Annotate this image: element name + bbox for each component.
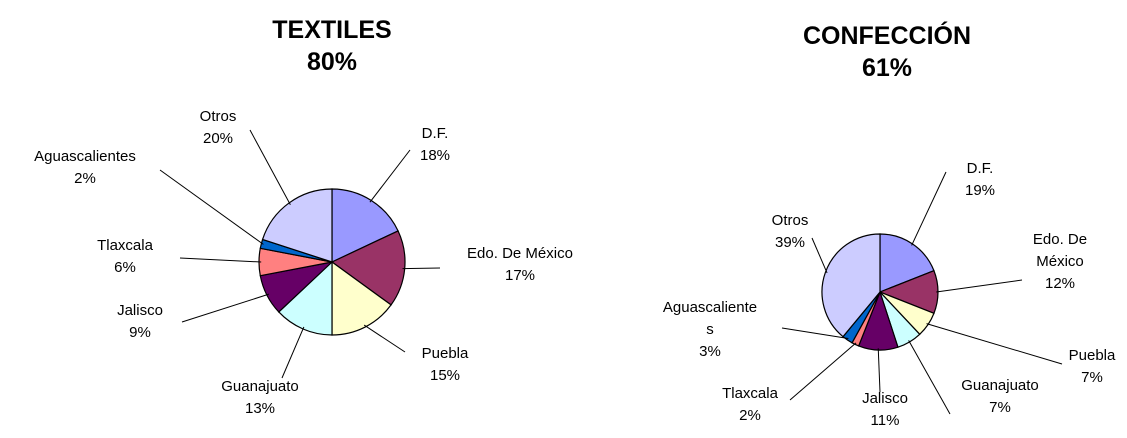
- value-label: 39%: [774, 234, 806, 251]
- slice-label: Jalisco 11%: [862, 388, 908, 432]
- leader-line: [369, 149, 411, 203]
- category-name: Guanajuato: [961, 377, 1039, 394]
- leader-line: [781, 327, 849, 340]
- leader-line: [789, 342, 857, 401]
- pie-slice: [821, 233, 881, 338]
- value-label: 6%: [114, 259, 136, 276]
- slice-label: Otros 39%: [772, 210, 809, 254]
- value-label: 7%: [1081, 369, 1103, 386]
- value-label: 7%: [989, 399, 1011, 416]
- category-name: Guanajuato: [221, 378, 299, 395]
- title-text: TEXTILES: [272, 16, 392, 44]
- chart-title: CONFECCIÓN 61%: [737, 20, 1037, 84]
- value-label: 17%: [504, 267, 536, 284]
- category-name: Puebla: [421, 345, 469, 362]
- slice-label: Tlaxcala 2%: [722, 383, 778, 427]
- leader-line: [181, 293, 270, 323]
- category-name: Tlaxcala: [722, 385, 778, 402]
- value-label: 11%: [870, 412, 900, 429]
- category-name: Edo. De México: [1032, 231, 1088, 270]
- slice-label: Aguascalientes 2%: [34, 146, 136, 190]
- slice-label: Guanajuato 7%: [961, 375, 1039, 419]
- slice-label: D.F. 18%: [420, 123, 450, 167]
- leader-line: [911, 171, 947, 246]
- subtitle-text: 80%: [306, 48, 358, 76]
- slice-label: Guanajuato 13%: [221, 376, 299, 420]
- value-label: 15%: [429, 367, 461, 384]
- value-label: 19%: [964, 182, 996, 199]
- category-name: Edo. De México: [467, 245, 573, 262]
- category-name: Puebla: [1068, 347, 1116, 364]
- category-name: Otros: [199, 108, 237, 125]
- slice-label: Puebla 7%: [1069, 345, 1116, 389]
- chart-title: TEXTILES 80%: [182, 14, 482, 78]
- slice-label: Edo. De México 12%: [1020, 229, 1100, 295]
- category-name: Aguascalientes: [34, 148, 136, 165]
- value-label: 2%: [74, 170, 96, 187]
- value-label: 20%: [202, 130, 234, 147]
- subtitle-text: 61%: [861, 54, 913, 82]
- category-name: D.F.: [421, 125, 449, 142]
- slice-label: Aguascalientes 3%: [660, 297, 760, 363]
- value-label: 12%: [1044, 275, 1076, 292]
- slice-label: Jalisco 9%: [117, 300, 163, 344]
- value-label: 2%: [739, 407, 761, 424]
- leader-line: [936, 279, 1023, 293]
- value-label: 3%: [699, 343, 721, 360]
- leader-line: [402, 267, 441, 270]
- leader-line: [877, 348, 881, 393]
- category-name: Jalisco: [862, 390, 908, 407]
- leader-line: [908, 340, 951, 415]
- category-name: Jalisco: [117, 302, 163, 319]
- leader-line: [179, 257, 262, 263]
- value-label: 18%: [419, 147, 451, 164]
- category-name: Tlaxcala: [97, 237, 153, 254]
- category-name: Otros: [771, 212, 809, 229]
- value-label: 9%: [129, 324, 151, 341]
- leader-line: [249, 129, 291, 205]
- pie-slice: [331, 260, 392, 336]
- slice-label: Edo. De México 17%: [467, 243, 573, 287]
- leader-line: [363, 324, 406, 353]
- category-name: Aguascalientes: [662, 299, 758, 338]
- leader-line: [159, 169, 264, 245]
- leader-line: [281, 326, 305, 379]
- value-label: 13%: [244, 400, 276, 417]
- slice-label: Otros 20%: [200, 106, 237, 150]
- slice-label: D.F. 19%: [965, 158, 995, 202]
- category-name: D.F.: [966, 160, 994, 177]
- slice-label: Puebla 15%: [422, 343, 469, 387]
- leader-line: [926, 323, 1063, 365]
- title-text: CONFECCIÓN: [802, 22, 972, 50]
- slice-label: Tlaxcala 6%: [97, 235, 153, 279]
- leader-line: [811, 237, 828, 274]
